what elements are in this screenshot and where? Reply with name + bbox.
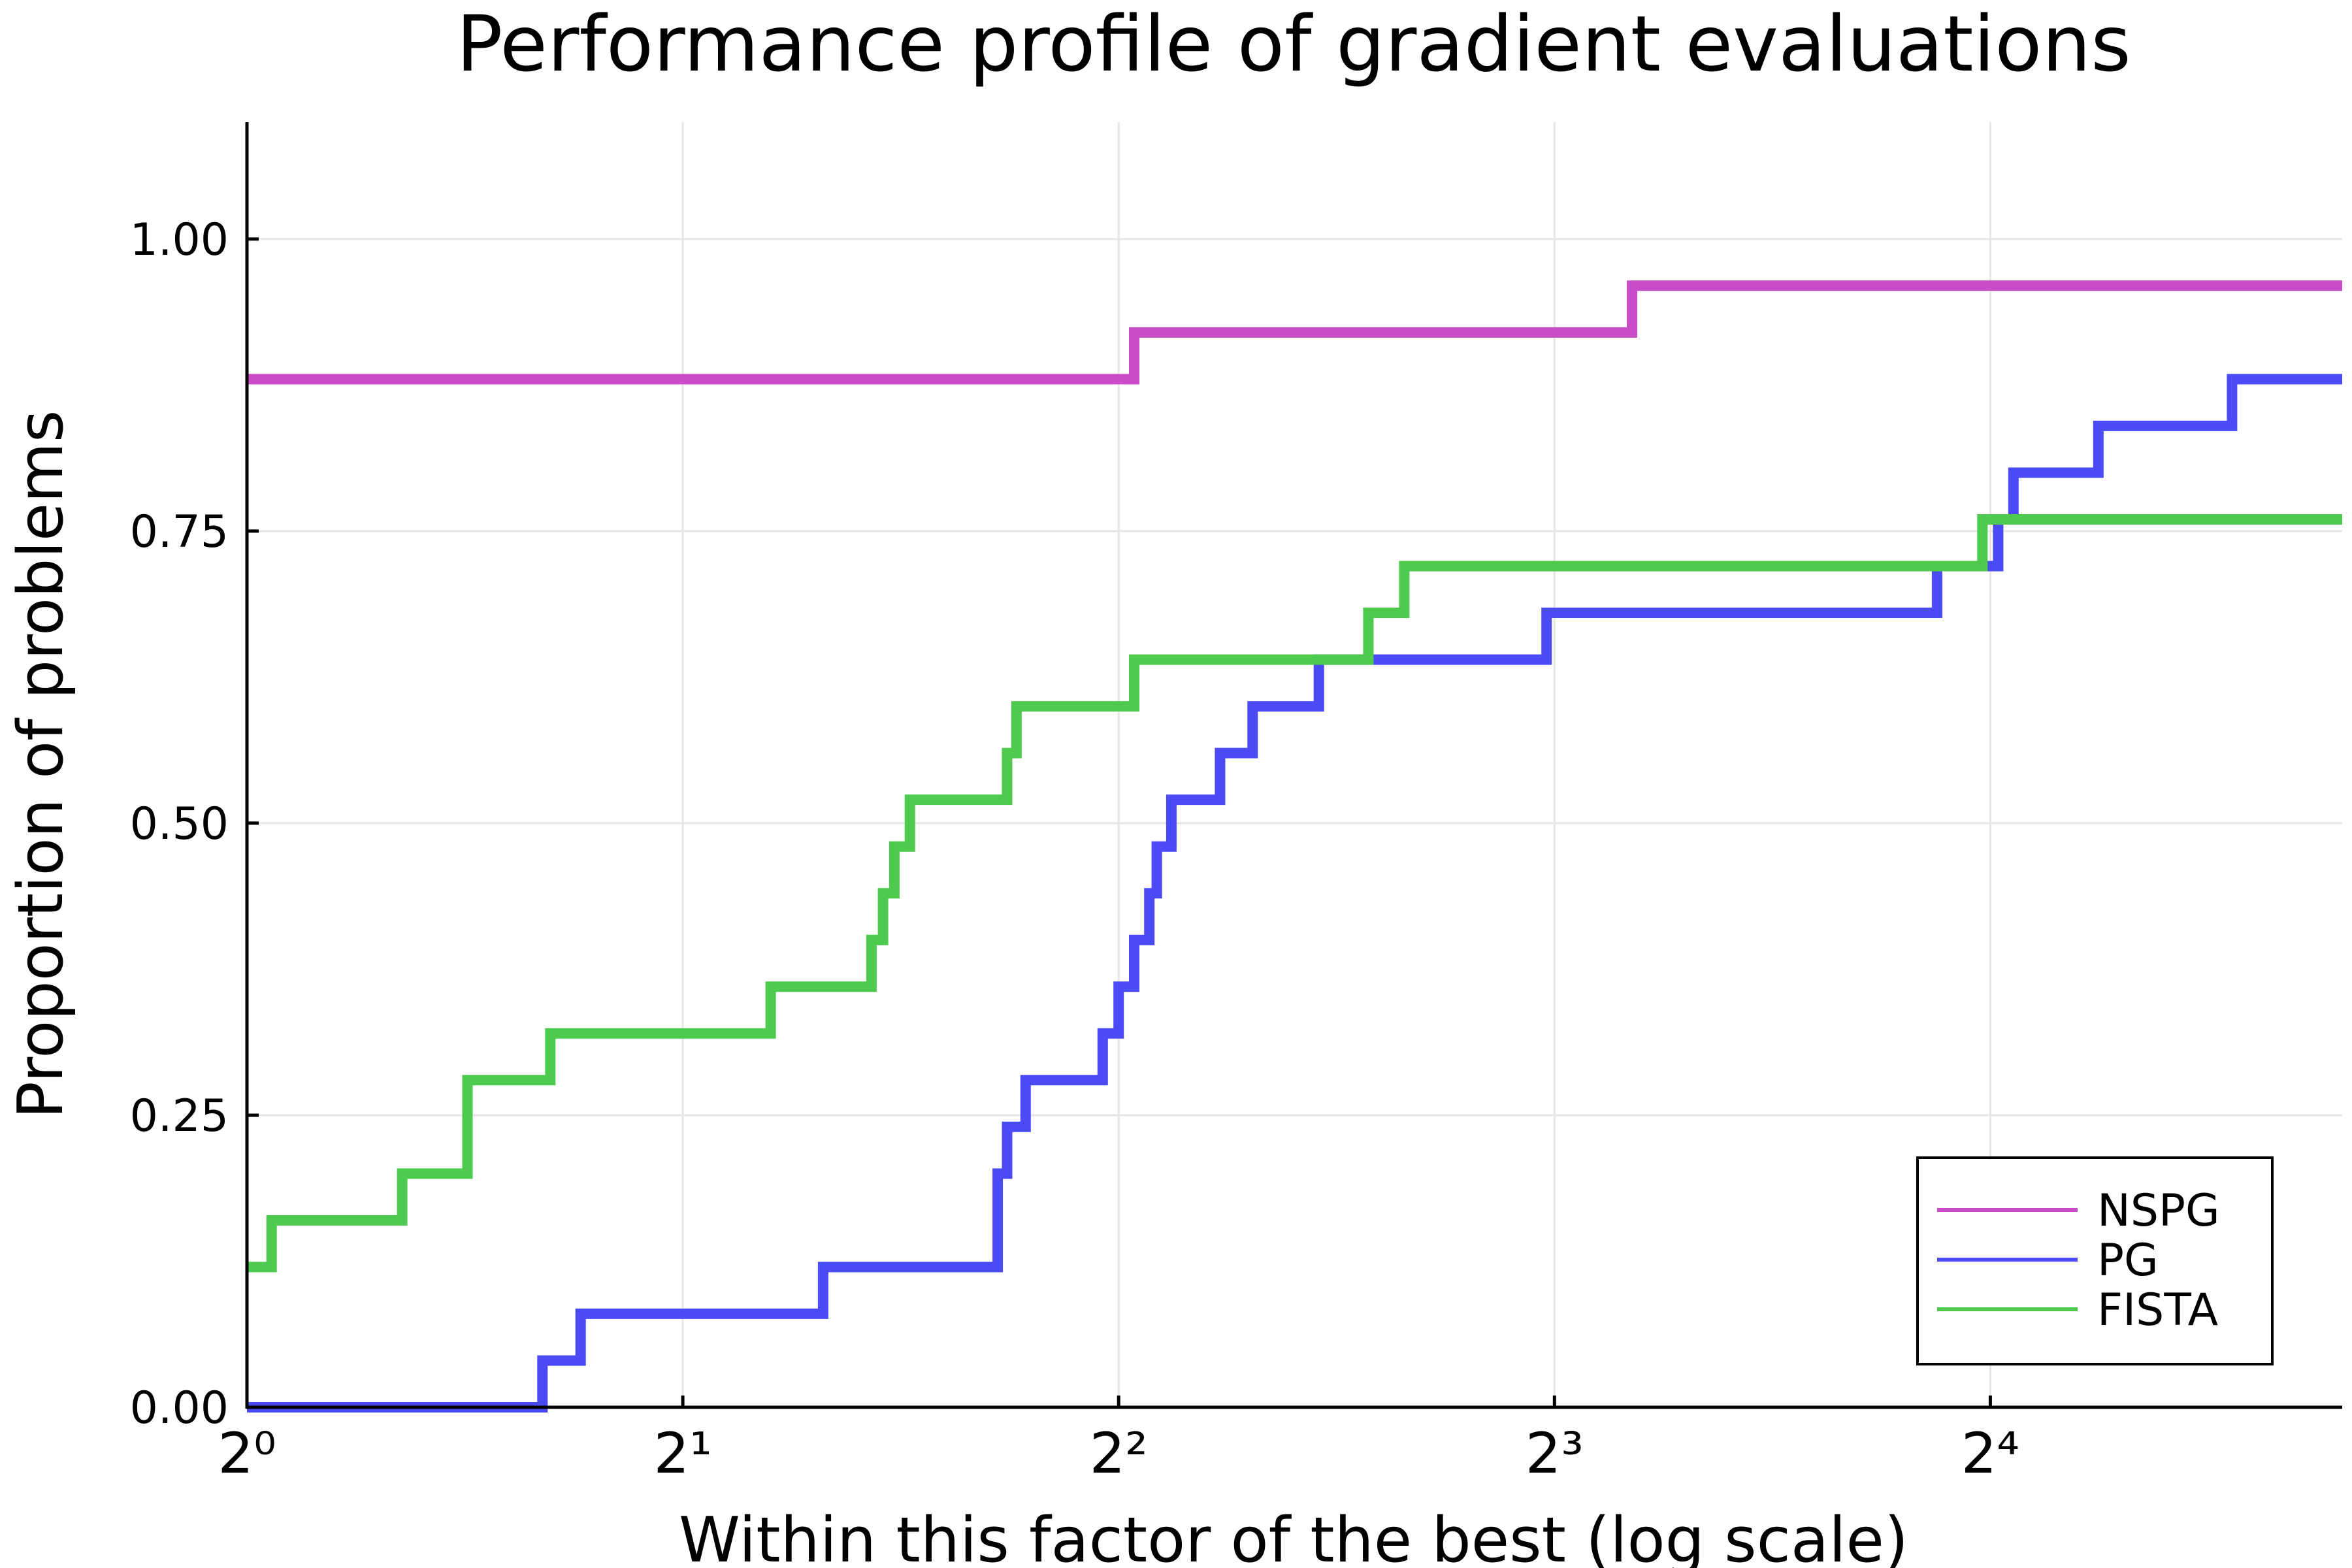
y-tick-label: 0.50 — [130, 798, 229, 850]
x-axis-label: Within this factor of the best (log scal… — [679, 1505, 1908, 1568]
series-lines — [247, 280, 2342, 1413]
x-tick-label: 2⁰ — [218, 1421, 276, 1486]
y-axis-label: Proportion of problems — [5, 410, 77, 1119]
x-tick-label: 2² — [1090, 1421, 1148, 1486]
ticks: 2⁰ 2¹ 2² 2³ 2⁴ 0.00 0.25 0.50 0.75 1.00 — [130, 214, 2019, 1486]
y-tick-label: 1.00 — [130, 214, 229, 266]
axes — [245, 122, 2342, 1409]
y-tick-label: 0.75 — [130, 506, 229, 558]
y-tick-label: 0.00 — [130, 1382, 229, 1434]
legend-label-pg: PG — [2097, 1235, 2159, 1286]
legend-label-fista: FISTA — [2097, 1284, 2218, 1336]
series-line-pg — [247, 374, 2342, 1413]
y-tick-label: 0.25 — [130, 1090, 229, 1142]
x-tick-label: 2³ — [1526, 1421, 1584, 1486]
x-tick-label: 2¹ — [654, 1421, 712, 1486]
legend-label-nspg: NSPG — [2097, 1185, 2220, 1237]
x-tick-label: 2⁴ — [1961, 1421, 2019, 1486]
series-line-fista — [247, 514, 2342, 1273]
series-line-nspg — [247, 280, 2342, 385]
chart-title: Performance profile of gradient evaluati… — [456, 0, 2131, 89]
